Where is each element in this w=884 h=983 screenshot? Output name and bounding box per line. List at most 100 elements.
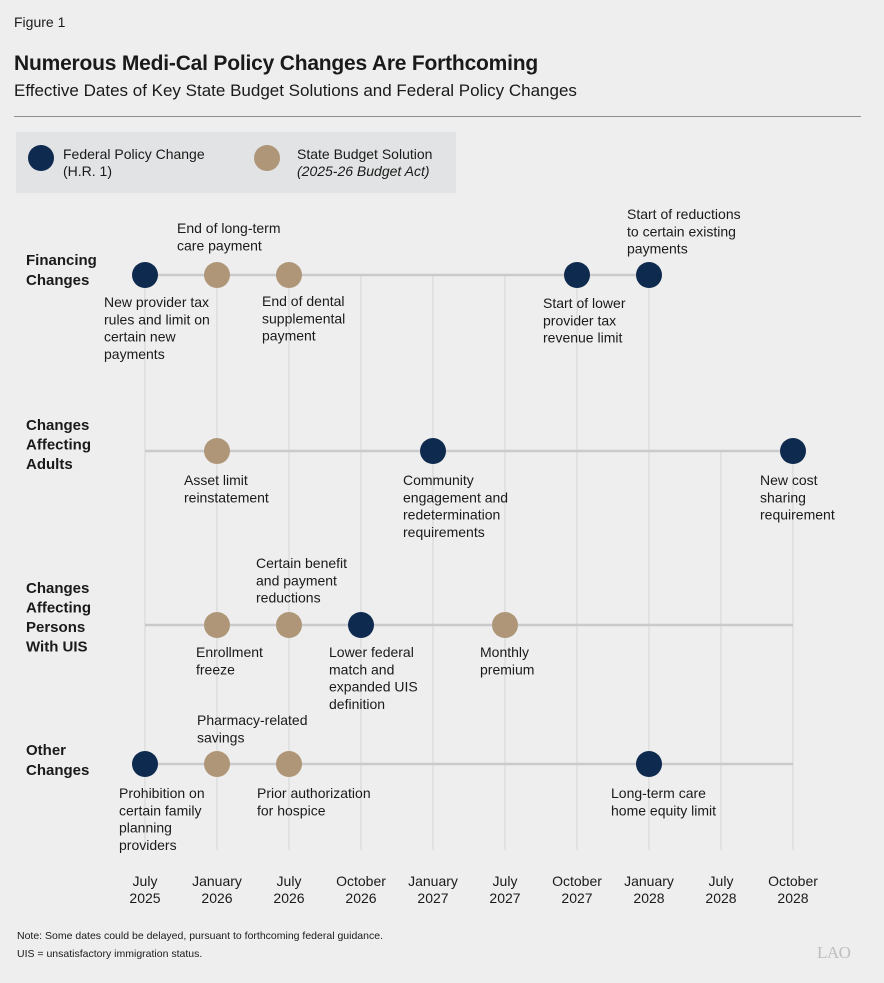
event-label: Community (403, 472, 474, 488)
event-label: Monthly (480, 644, 529, 660)
event-label: expanded UIS (329, 679, 418, 695)
row-label: Changes (26, 417, 89, 434)
state-event-dot (204, 751, 230, 777)
federal-event-dot (780, 438, 806, 464)
event-label: Lower federal (329, 644, 414, 660)
event-label: match and (329, 661, 394, 677)
event-label: rules and limit on (104, 311, 210, 327)
event-label: Prohibition on (119, 785, 205, 801)
event-label: requirement (760, 507, 835, 523)
event-label: supplemental (262, 310, 345, 326)
legend-state: State Budget Solution (2025-26 Budget Ac… (297, 146, 432, 180)
state-event-dot (204, 438, 230, 464)
axis-tick-label: 2028 (633, 890, 664, 906)
state-event-dot (276, 612, 302, 638)
figure-label: Figure 1 (14, 14, 66, 30)
event-label: reinstatement (184, 489, 269, 505)
federal-event-dot (636, 262, 662, 288)
federal-event-dot (132, 262, 158, 288)
federal-event-dot (420, 438, 446, 464)
event-label: Certain benefit (256, 555, 347, 571)
event-label: planning (119, 820, 172, 836)
event-label: Enrollment (196, 644, 263, 660)
event-label: certain new (104, 329, 176, 345)
event-label: Long-term care (611, 785, 706, 801)
legend-state-sublabel: (2025-26 Budget Act) (297, 163, 430, 179)
legend-federal-label: Federal Policy Change (63, 146, 205, 162)
row-label: Affecting (26, 600, 91, 617)
federal-event-dot (636, 751, 662, 777)
state-event-dot (492, 612, 518, 638)
row-label: Affecting (26, 437, 91, 454)
event-label: reductions (256, 590, 321, 606)
federal-event-dot (132, 751, 158, 777)
event-label: Start of reductions (627, 206, 741, 222)
event-label: for hospice (257, 802, 326, 818)
state-event-dot (204, 262, 230, 288)
legend: Federal Policy Change (H.R. 1) State Bud… (16, 132, 456, 193)
event-label: engagement and (403, 489, 508, 505)
event-label: End of long-term (177, 220, 281, 236)
note-text: Note: Some dates could be delayed, pursu… (17, 930, 383, 942)
axis-tick-label: January (408, 873, 458, 889)
event-label: sharing (760, 489, 806, 505)
legend-state-label: State Budget Solution (297, 146, 433, 162)
abbreviation-note: UIS = unsatisfactory immigration status. (17, 948, 203, 960)
row-label: Financing (26, 252, 97, 269)
event-label: home equity limit (611, 802, 716, 818)
state-event-dot (276, 262, 302, 288)
figure-subtitle: Effective Dates of Key State Budget Solu… (14, 81, 577, 100)
event-label: to certain existing (627, 223, 736, 239)
federal-event-dot (348, 612, 374, 638)
axis-tick-label: July (277, 873, 302, 889)
event-label: payments (104, 346, 165, 362)
state-event-dot (276, 751, 302, 777)
title-divider (14, 116, 861, 117)
axis-tick-label: January (624, 873, 674, 889)
row-label: Other (26, 742, 66, 759)
federal-legend-dot-icon (28, 145, 54, 171)
event-label: requirements (403, 524, 485, 540)
lao-logo: LAO (817, 943, 851, 962)
event-label: End of dental (262, 293, 345, 309)
event-label: redetermination (403, 507, 500, 523)
event-label: payments (627, 241, 688, 257)
event-label: New cost (760, 472, 818, 488)
axis-tick-label: January (192, 873, 242, 889)
axis-tick-label: October (768, 873, 818, 889)
row-label: Changes (26, 580, 89, 597)
axis-tick-label: 2027 (561, 890, 592, 906)
federal-event-dot (564, 262, 590, 288)
event-label: premium (480, 661, 534, 677)
row-label: With UIS (26, 639, 88, 656)
event-label: Pharmacy-related (197, 712, 308, 728)
event-label: Prior authorization (257, 785, 371, 801)
row-label: Persons (26, 619, 85, 636)
event-label: care payment (177, 237, 262, 253)
axis-tick-label: 2026 (201, 890, 232, 906)
figure-title: Numerous Medi-Cal Policy Changes Are For… (14, 52, 539, 75)
event-label: certain family (119, 802, 201, 818)
axis-tick-label: October (336, 873, 386, 889)
axis-tick-label: 2027 (489, 890, 520, 906)
row-label: Changes (26, 272, 89, 289)
event-label: payment (262, 328, 316, 344)
state-legend-dot-icon (254, 145, 280, 171)
axis-tick-label: July (133, 873, 158, 889)
event-label: New provider tax (104, 294, 209, 310)
axis-tick-label: July (493, 873, 518, 889)
state-event-dot (204, 612, 230, 638)
event-label: provider tax (543, 312, 616, 328)
axis-tick-label: 2026 (273, 890, 304, 906)
legend-federal: Federal Policy Change (H.R. 1) (63, 146, 205, 180)
event-label: Asset limit (184, 472, 248, 488)
event-label: savings (197, 729, 244, 745)
axis-tick-label: 2028 (705, 890, 736, 906)
event-label: providers (119, 837, 177, 853)
axis-tick-label: 2025 (129, 890, 160, 906)
event-label: freeze (196, 661, 235, 677)
event-label: and payment (256, 572, 337, 588)
axis-tick-label: 2028 (777, 890, 808, 906)
row-label: Changes (26, 762, 89, 779)
